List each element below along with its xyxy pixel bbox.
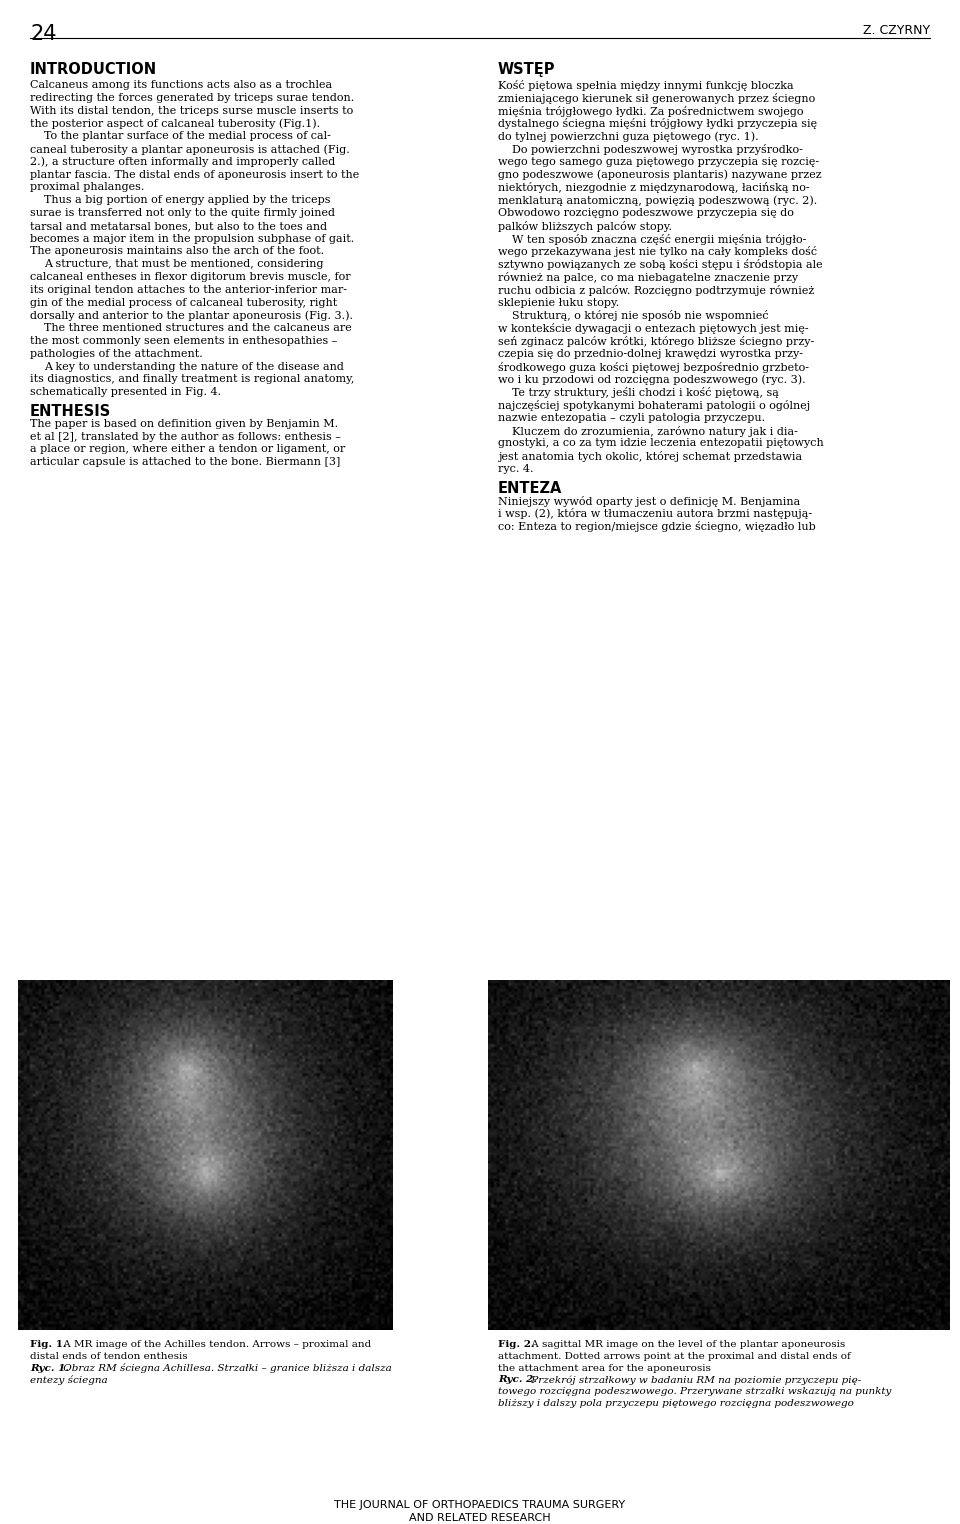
Text: pathologies of the attachment.: pathologies of the attachment.: [30, 349, 203, 358]
Text: ryc. 4.: ryc. 4.: [498, 463, 534, 474]
Text: gnostyki, a co za tym idzie leczenia entezopatii piętowych: gnostyki, a co za tym idzie leczenia ent…: [498, 439, 824, 448]
Text: the attachment area for the aponeurosis: the attachment area for the aponeurosis: [498, 1364, 710, 1373]
Text: również na palce, co ma niebagatelne znaczenie przy: również na palce, co ma niebagatelne zna…: [498, 271, 798, 283]
Text: sklepienie łuku stopy.: sklepienie łuku stopy.: [498, 297, 619, 308]
Text: gin of the medial process of calcaneal tuberosity, right: gin of the medial process of calcaneal t…: [30, 297, 337, 308]
Text: schematically presented in Fig. 4.: schematically presented in Fig. 4.: [30, 387, 221, 398]
Text: ENTEZA: ENTEZA: [498, 480, 563, 495]
Text: surae is transferred not only to the quite firmly joined: surae is transferred not only to the qui…: [30, 207, 335, 218]
Text: towego rozcięgna podeszwowego. Przerywane strzałki wskazują na punkty: towego rozcięgna podeszwowego. Przerywan…: [498, 1387, 892, 1396]
Text: WSTĘP: WSTĘP: [498, 62, 556, 78]
Text: THE JOURNAL OF ORTHOPAEDICS TRAUMA SURGERY: THE JOURNAL OF ORTHOPAEDICS TRAUMA SURGE…: [334, 1500, 626, 1510]
Text: tarsal and metatarsal bones, but also to the toes and: tarsal and metatarsal bones, but also to…: [30, 221, 327, 230]
Bar: [488, 980, 950, 1330]
Text: Kość piętowa spełnia między innymi funkcję bloczka: Kość piętowa spełnia między innymi funkc…: [498, 79, 794, 91]
Text: redirecting the forces generated by triceps surae tendon.: redirecting the forces generated by tric…: [30, 93, 354, 102]
Text: najczęściej spotykanymi bohaterami patologii o ogólnej: najczęściej spotykanymi bohaterami patol…: [498, 399, 810, 411]
Text: Ryc. 1.: Ryc. 1.: [30, 1364, 69, 1373]
Text: wo i ku przodowi od rozcięgna podeszwowego (ryc. 3).: wo i ku przodowi od rozcięgna podeszwowe…: [498, 375, 805, 386]
Text: Z. CZYRNY: Z. CZYRNY: [863, 24, 930, 37]
Text: ENTHESIS: ENTHESIS: [30, 404, 111, 419]
Text: niektórych, niezgodnie z międzynarodową, łacińską no-: niektórych, niezgodnie z międzynarodową,…: [498, 183, 809, 194]
Text: The aponeurosis maintains also the arch of the foot.: The aponeurosis maintains also the arch …: [30, 247, 324, 256]
Text: mięśnia trójgłowego łydki. Za pośrednictwem swojego: mięśnia trójgłowego łydki. Za pośrednict…: [498, 105, 804, 117]
Text: Thus a big portion of energy applied by the triceps: Thus a big portion of energy applied by …: [44, 195, 330, 206]
Text: Obwodowo rozcięgno podeszwowe przyczepia się do: Obwodowo rozcięgno podeszwowe przyczepia…: [498, 207, 794, 218]
Text: Niniejszy wywód oparty jest o definicję M. Benjamina: Niniejszy wywód oparty jest o definicję …: [498, 495, 801, 506]
Text: proximal phalanges.: proximal phalanges.: [30, 183, 144, 192]
Text: becomes a major item in the propulsion subphase of gait.: becomes a major item in the propulsion s…: [30, 233, 354, 244]
Text: do tylnej powierzchni guza piętowego (ryc. 1).: do tylnej powierzchni guza piętowego (ry…: [498, 131, 758, 142]
Bar: [18, 980, 393, 1330]
Text: With its distal tendon, the triceps surse muscle inserts to: With its distal tendon, the triceps surs…: [30, 105, 353, 116]
Text: Te trzy struktury, jeśli chodzi i kość piętową, są: Te trzy struktury, jeśli chodzi i kość p…: [512, 387, 779, 398]
Text: Ryc. 2.: Ryc. 2.: [498, 1375, 537, 1384]
Text: The paper is based on definition given by Benjamin M.: The paper is based on definition given b…: [30, 419, 338, 428]
Text: A MR image of the Achilles tendon. Arrows – proximal and: A MR image of the Achilles tendon. Arrow…: [60, 1340, 372, 1349]
Text: plantar fascia. The distal ends of aponeurosis insert to the: plantar fascia. The distal ends of apone…: [30, 169, 359, 180]
Text: A sagittal MR image on the level of the plantar aponeurosis: A sagittal MR image on the level of the …: [528, 1340, 845, 1349]
Text: gno podeszwowe (aponeurosis plantaris) nazywane przez: gno podeszwowe (aponeurosis plantaris) n…: [498, 169, 822, 180]
Text: its diagnostics, and finally treatment is regional anatomy,: its diagnostics, and finally treatment i…: [30, 375, 354, 384]
Text: środkowego guza kości piętowej bezpośrednio grzbeto-: środkowego guza kości piętowej bezpośred…: [498, 361, 809, 372]
Text: Do powierzchni podeszwowej wyrostka przyśrodko-: Do powierzchni podeszwowej wyrostka przy…: [512, 143, 803, 155]
Text: Fig. 2.: Fig. 2.: [498, 1340, 535, 1349]
Text: dorsally and anterior to the plantar aponeurosis (Fig. 3.).: dorsally and anterior to the plantar apo…: [30, 311, 353, 322]
Text: To the plantar surface of the medial process of cal-: To the plantar surface of the medial pro…: [44, 131, 331, 142]
Text: articular capsule is attached to the bone. Biermann [3]: articular capsule is attached to the bon…: [30, 457, 341, 468]
Text: co: Enteza to region/miejsce gdzie ściegno, więzadło lub: co: Enteza to region/miejsce gdzie ścieg…: [498, 521, 816, 532]
Text: Przekrój strzałkowy w badaniu RM na poziomie przyczepu pię-: Przekrój strzałkowy w badaniu RM na pozi…: [528, 1375, 861, 1385]
Text: the most commonly seen elements in enthesopathies –: the most commonly seen elements in enthe…: [30, 335, 337, 346]
Text: menklaturą anatomiczną, powięzią podeszwową (ryc. 2).: menklaturą anatomiczną, powięzią podeszw…: [498, 195, 817, 206]
Text: dystalnego ściegna mięśni trójgłowy łydki przyczepia się: dystalnego ściegna mięśni trójgłowy łydk…: [498, 119, 817, 130]
Text: Fig. 1.: Fig. 1.: [30, 1340, 67, 1349]
Text: bliższy i dalszy pola przyczepu piętowego rozcięgna podeszwowego: bliższy i dalszy pola przyczepu piętoweg…: [498, 1399, 853, 1408]
Text: ruchu odbicia z palców. Rozcięgno podtrzymuje również: ruchu odbicia z palców. Rozcięgno podtrz…: [498, 285, 814, 296]
Text: distal ends of tendon enthesis: distal ends of tendon enthesis: [30, 1352, 187, 1361]
Text: INTRODUCTION: INTRODUCTION: [30, 62, 157, 78]
Text: zmieniającego kierunek sił generowanych przez ściegno: zmieniającego kierunek sił generowanych …: [498, 93, 815, 104]
Text: A structure, that must be mentioned, considering: A structure, that must be mentioned, con…: [44, 259, 324, 270]
Text: attachment. Dotted arrows point at the proximal and distal ends of: attachment. Dotted arrows point at the p…: [498, 1352, 851, 1361]
Text: seń zginacz palców krótki, którego bliższe ściegno przy-: seń zginacz palców krótki, którego bliżs…: [498, 335, 814, 347]
Text: i wsp. (2), która w tłumaczeniu autora brzmi następują-: i wsp. (2), która w tłumaczeniu autora b…: [498, 509, 812, 520]
Text: et al [2], translated by the author as follows: enthesis –: et al [2], translated by the author as f…: [30, 431, 341, 442]
Text: Calcaneus among its functions acts also as a trochlea: Calcaneus among its functions acts also …: [30, 79, 332, 90]
Text: entezy ściegna: entezy ściegna: [30, 1375, 108, 1385]
Text: The three mentioned structures and the calcaneus are: The three mentioned structures and the c…: [44, 323, 351, 334]
Text: 24: 24: [30, 24, 57, 44]
Text: sztywno powiązanych ze sobą kości stępu i śródstopia ale: sztywno powiązanych ze sobą kości stępu …: [498, 259, 823, 270]
Text: its original tendon attaches to the anterior-inferior mar-: its original tendon attaches to the ante…: [30, 285, 347, 294]
Text: jest anatomia tych okolic, której schemat przedstawia: jest anatomia tych okolic, której schema…: [498, 451, 803, 462]
Text: w kontekście dywagacji o entezach piętowych jest mię-: w kontekście dywagacji o entezach piętow…: [498, 323, 808, 334]
Text: a place or region, where either a tendon or ligament, or: a place or region, where either a tendon…: [30, 445, 346, 454]
Text: calcaneal entheses in flexor digitorum brevis muscle, for: calcaneal entheses in flexor digitorum b…: [30, 271, 350, 282]
Text: palków bliższych palców stopy.: palków bliższych palców stopy.: [498, 221, 672, 232]
Text: Kluczem do zrozumienia, zarówno natury jak i dia-: Kluczem do zrozumienia, zarówno natury j…: [512, 425, 798, 436]
Text: Strukturą, o której nie sposób nie wspomnieć: Strukturą, o której nie sposób nie wspom…: [512, 311, 769, 322]
Text: W ten sposób znaczna część energii mięśnia trójgło-: W ten sposób znaczna część energii mięśn…: [512, 233, 806, 245]
Text: caneal tuberosity a plantar aponeurosis is attached (Fig.: caneal tuberosity a plantar aponeurosis …: [30, 143, 349, 154]
Text: AND RELATED RESEARCH: AND RELATED RESEARCH: [409, 1513, 551, 1522]
Text: A key to understanding the nature of the disease and: A key to understanding the nature of the…: [44, 361, 344, 372]
Text: nazwie entezopatia – czyli patologia przyczepu.: nazwie entezopatia – czyli patologia prz…: [498, 413, 765, 422]
Text: 2.), a structure often informally and improperly called: 2.), a structure often informally and im…: [30, 157, 335, 168]
Text: wego tego samego guza piętowego przyczepia się rozcię-: wego tego samego guza piętowego przyczep…: [498, 157, 819, 166]
Text: Obraz RM ściegna Achillesa. Strzałki – granice bliższa i dalsza: Obraz RM ściegna Achillesa. Strzałki – g…: [60, 1364, 392, 1373]
Text: czepia się do przednio-dolnej krawędzi wyrostka przy-: czepia się do przednio-dolnej krawędzi w…: [498, 349, 803, 358]
Text: wego przekazywana jest nie tylko na cały kompleks dość: wego przekazywana jest nie tylko na cały…: [498, 247, 817, 258]
Text: the posterior aspect of calcaneal tuberosity (Fig.1).: the posterior aspect of calcaneal tubero…: [30, 119, 320, 130]
